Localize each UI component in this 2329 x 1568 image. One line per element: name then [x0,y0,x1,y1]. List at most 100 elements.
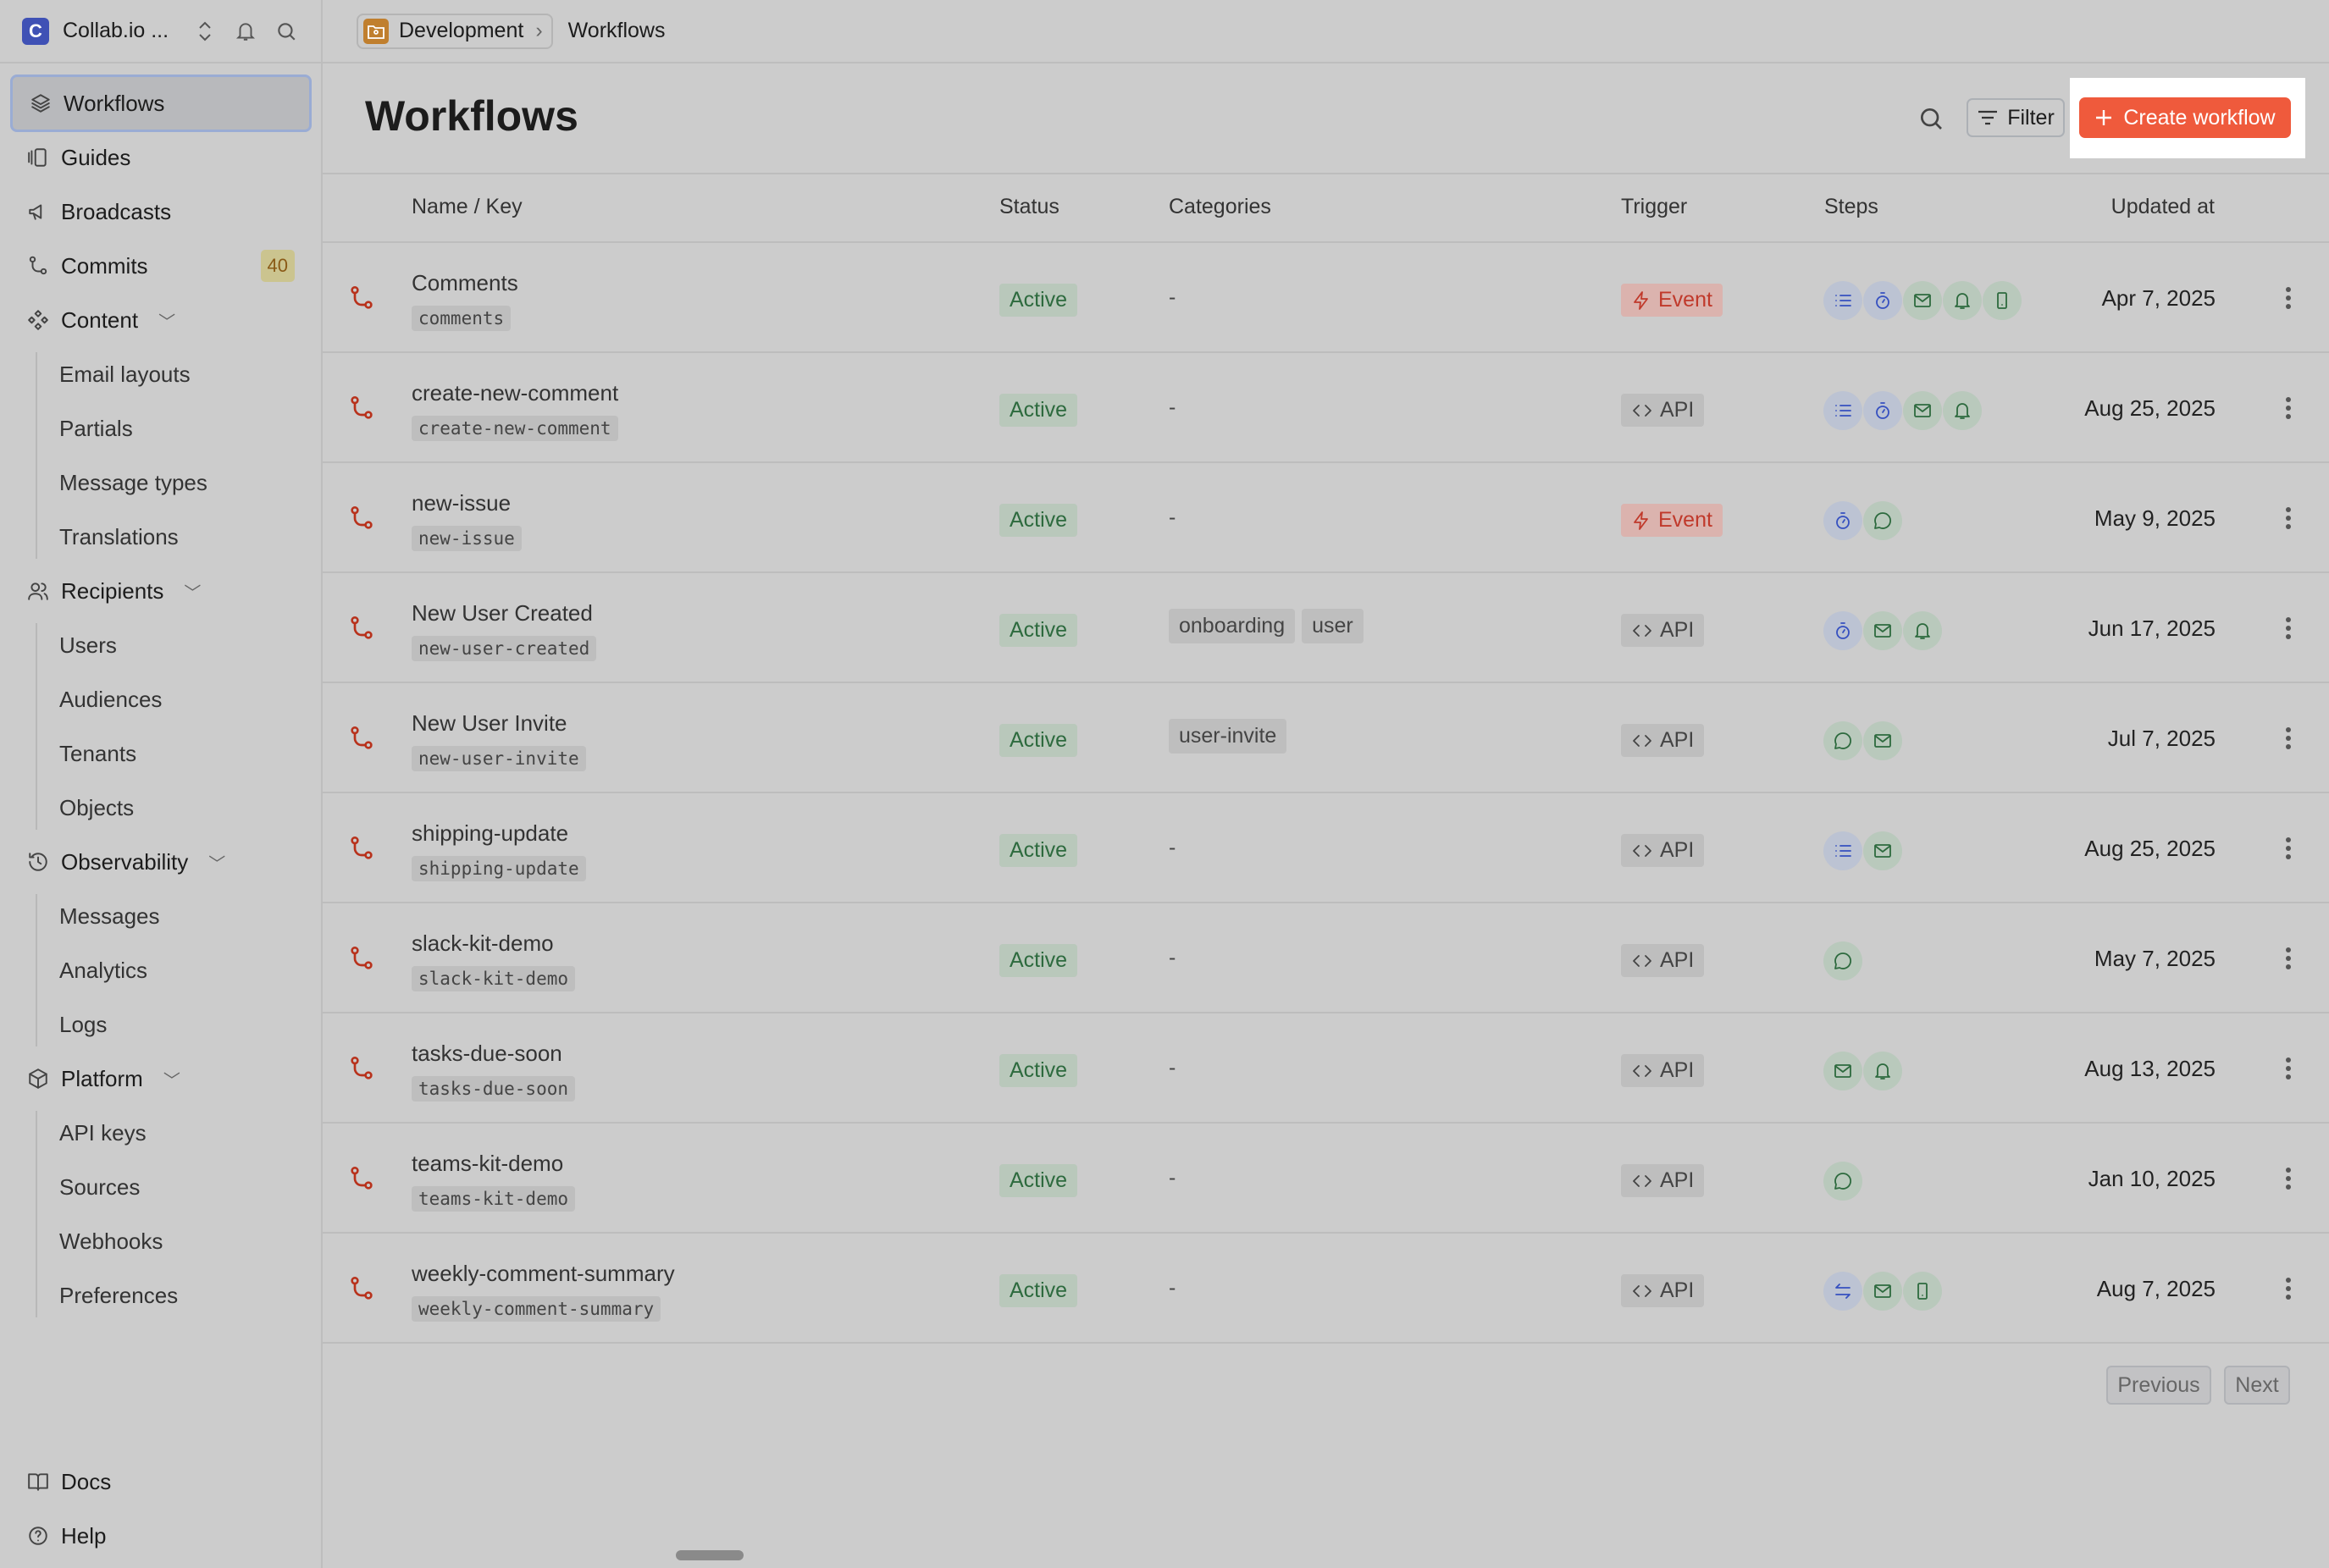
sidebar-item-help[interactable]: Help [10,1509,312,1563]
submenu-line [36,1111,37,1317]
sidebar-item-api-keys[interactable]: API keys [10,1106,312,1160]
sidebar-item-partials[interactable]: Partials [10,401,312,455]
chevron-up-down-icon[interactable] [193,19,217,43]
sidebar-item-email-layouts[interactable]: Email layouts [10,347,312,401]
next-button[interactable]: Next [2224,1366,2290,1405]
table-row[interactable]: weekly-comment-summary weekly-comment-su… [323,1234,2329,1344]
previous-button[interactable]: Previous [2106,1366,2211,1405]
table-row[interactable]: New User Invite new-user-invite Active u… [323,683,2329,793]
horizontal-scrollbar[interactable] [676,1550,744,1560]
sidebar-item-label: Email layouts [59,361,191,387]
more-options-icon[interactable] [2280,614,2297,643]
no-categories: - [1169,1056,1176,1079]
history-icon [25,849,51,875]
updated-at: Aug 25, 2025 [2084,836,2216,861]
sidebar-item-sources[interactable]: Sources [10,1160,312,1214]
more-options-icon[interactable] [2280,1054,2297,1083]
sidebar-item-guides[interactable]: Guides [10,130,312,185]
categories: onboarding user [1169,609,1364,643]
lightning-icon [1634,290,1648,310]
mail-icon [1863,611,1902,650]
submenu-line [36,352,37,559]
sidebar-item-broadcasts[interactable]: Broadcasts [10,185,312,239]
workflow-name[interactable]: slack-kit-demo [412,930,554,956]
more-options-icon[interactable] [2280,1164,2297,1193]
sidebar-item-content[interactable]: Content ﹀ [10,293,312,347]
steps [1823,1052,1902,1090]
updated-at: Jul 7, 2025 [2107,726,2216,751]
workflow-name[interactable]: shipping-update [412,820,569,846]
table-row[interactable]: Comments comments Active - Event Apr 7, … [323,243,2329,353]
workflow-key: weekly-comment-summary [412,1296,661,1322]
trigger-badge: API [1621,724,1705,757]
sidebar-item-users[interactable]: Users [10,618,312,672]
more-options-icon[interactable] [2280,834,2297,863]
trigger-badge: API [1621,944,1705,977]
chevron-down-icon[interactable]: ﹀ [184,583,202,603]
column-header-status: Status [999,195,1059,218]
chevron-down-icon[interactable]: ﹀ [208,854,226,874]
bell-icon[interactable] [234,19,257,43]
table-row[interactable]: teams-kit-demo teams-kit-demo Active - A… [323,1124,2329,1234]
sidebar-item-analytics[interactable]: Analytics [10,943,312,997]
sidebar-item-commits[interactable]: Commits 40 [10,239,312,293]
table-row[interactable]: new-issue new-issue Active - Event May 9… [323,463,2329,573]
table-row[interactable]: create-new-comment create-new-comment Ac… [323,353,2329,463]
bell-icon [1943,391,1982,430]
sidebar-item-label: Analytics [59,957,148,983]
sidebar-item-messages[interactable]: Messages [10,889,312,943]
smartphone-icon [1983,281,2022,320]
more-options-icon[interactable] [2280,394,2297,422]
workflow-name[interactable]: create-new-comment [412,380,619,406]
sidebar-item-webhooks[interactable]: Webhooks [10,1214,312,1268]
workflow-name[interactable]: new-issue [412,490,512,516]
table-row[interactable]: tasks-due-soon tasks-due-soon Active - A… [323,1013,2329,1124]
sidebar-item-observability[interactable]: Observability ﹀ [10,835,312,889]
breadcrumb-environment[interactable]: Development › [357,13,553,49]
sidebar-item-logs[interactable]: Logs [10,997,312,1052]
sidebar-item-workflows[interactable]: Workflows [10,75,312,132]
search-button[interactable] [1917,105,1948,135]
table-row[interactable]: shipping-update shipping-update Active -… [323,793,2329,903]
sidebar-item-message-types[interactable]: Message types [10,455,312,510]
sidebar-item-objects[interactable]: Objects [10,781,312,835]
column-header-trigger: Trigger [1621,195,1688,218]
sidebar-item-platform[interactable]: Platform ﹀ [10,1052,312,1106]
more-options-icon[interactable] [2280,504,2297,533]
commits-count-badge: 40 [260,250,295,282]
workflow-name[interactable]: tasks-due-soon [412,1041,562,1066]
workflow-name[interactable]: teams-kit-demo [412,1151,564,1176]
workflow-name[interactable]: New User Invite [412,710,567,736]
create-workflow-button[interactable]: Create workflow [2079,97,2291,138]
sidebar-item-recipients[interactable]: Recipients ﹀ [10,564,312,618]
chevron-down-icon[interactable]: ﹀ [158,312,176,332]
filter-button[interactable]: Filter [1967,98,2065,137]
more-options-icon[interactable] [2280,1274,2297,1303]
trigger-label: API [1660,838,1695,862]
workflow-icon [348,614,375,643]
sidebar-item-label: Message types [59,469,207,495]
sidebar-item-audiences[interactable]: Audiences [10,672,312,726]
more-options-icon[interactable] [2280,724,2297,753]
more-options-icon[interactable] [2280,944,2297,973]
workflow-name[interactable]: weekly-comment-summary [412,1261,675,1286]
workflow-name[interactable]: Comments [412,270,518,295]
guides-icon [25,145,51,170]
more-options-icon[interactable] [2280,284,2297,312]
search-icon[interactable] [274,19,298,43]
sidebar-item-tenants[interactable]: Tenants [10,726,312,781]
chevron-down-icon[interactable]: ﹀ [163,1071,180,1090]
workflow-name[interactable]: New User Created [412,600,593,626]
workspace-switcher[interactable]: C Collab.io ... [0,0,323,63]
trigger-badge: Event [1621,504,1723,537]
category-tag: user [1302,609,1364,643]
workspace-name: Collab.io ... [63,19,169,42]
sidebar-item-translations[interactable]: Translations [10,510,312,564]
sidebar-item-preferences[interactable]: Preferences [10,1268,312,1322]
sidebar-item-label: API keys [59,1119,147,1146]
sidebar-item-label: Help [61,1522,107,1549]
sidebar-item-docs[interactable]: Docs [10,1455,312,1509]
status-badge: Active [999,284,1078,317]
table-row[interactable]: New User Created new-user-created Active… [323,573,2329,683]
table-row[interactable]: slack-kit-demo slack-kit-demo Active - A… [323,903,2329,1013]
